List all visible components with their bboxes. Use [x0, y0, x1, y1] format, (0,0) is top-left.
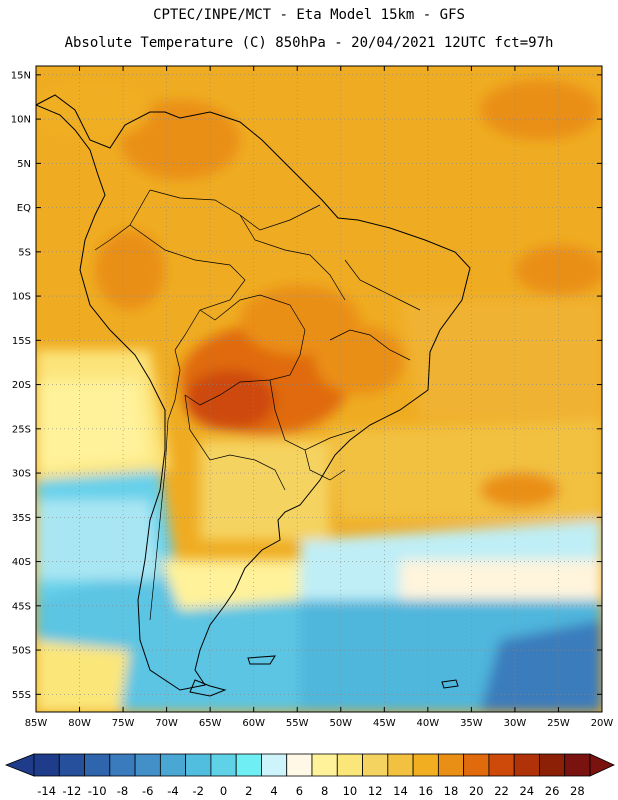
- lon-label: 60W: [242, 718, 265, 729]
- lon-label: 30W: [504, 718, 527, 729]
- colorbar-swatch: [261, 753, 288, 777]
- lat-label: 35S: [12, 513, 31, 524]
- lat-label: 15N: [11, 70, 31, 81]
- colorbar-swatch: [109, 753, 136, 777]
- lon-label: 75W: [112, 718, 135, 729]
- lon-label: 70W: [155, 718, 178, 729]
- colorbar-label: -4: [167, 784, 178, 798]
- colorbar-label: 20: [469, 784, 484, 798]
- lat-label: 10N: [11, 115, 31, 126]
- lat-label: 5N: [17, 159, 31, 170]
- colorbar-swatch: [33, 753, 60, 777]
- colorbar-swatch: [539, 753, 566, 777]
- lat-label: 45S: [12, 601, 31, 612]
- colorbar-swatch: [387, 753, 414, 777]
- colorbar-swatch: [564, 753, 591, 777]
- lon-label: 85W: [25, 718, 48, 729]
- map-frame: [35, 65, 603, 713]
- longitude-labels: 85W 80W 75W 70W 65W 60W 55W 50W 45W 40W 35W 30W 25W 2…: [25, 718, 614, 729]
- colorbar-label: 24: [519, 784, 534, 798]
- colorbar-label: 14: [393, 784, 408, 798]
- colorbar-label: -12: [63, 784, 82, 798]
- colorbar-label: 10: [343, 784, 358, 798]
- lon-label: 35W: [460, 718, 483, 729]
- colorbar-label: 28: [570, 784, 585, 798]
- colorbar-label: -10: [88, 784, 107, 798]
- colorbar-label: 22: [494, 784, 509, 798]
- colorbar-label: 0: [220, 784, 227, 798]
- lon-label: 40W: [417, 718, 440, 729]
- colorbar-swatch: [336, 753, 363, 777]
- colorbar-swatch: [311, 753, 338, 777]
- lat-label: 55S: [12, 690, 31, 701]
- colorbar-label: 16: [418, 784, 433, 798]
- temperature-field: [36, 66, 602, 712]
- lat-label: 40S: [12, 557, 31, 568]
- country-borders: [94, 189, 421, 621]
- colorbar-arrow-high: [589, 753, 615, 777]
- colorbar-swatch: [362, 753, 389, 777]
- colorbar-swatch: [463, 753, 490, 777]
- colorbar: -14 -12 -10 -8 -6 -4 -2 0 2 4 6 8 10 12 14 16 18 20 22 24 26…: [4, 753, 615, 798]
- colorbar-label: 12: [368, 784, 383, 798]
- colorbar-label: 18: [444, 784, 459, 798]
- colorbar-arrow-low: [4, 753, 35, 777]
- colorbar-swatch: [437, 753, 465, 777]
- lon-label: 45W: [373, 718, 396, 729]
- colorbar-label: 4: [270, 784, 277, 798]
- lon-label: 50W: [329, 718, 352, 729]
- colorbar-swatch: [58, 753, 85, 777]
- lat-label: 5S: [18, 247, 31, 258]
- colorbar-swatch: [159, 753, 187, 777]
- lat-label: 30S: [12, 469, 31, 480]
- lat-label: 20S: [12, 380, 31, 391]
- colorbar-swatch: [185, 753, 212, 777]
- lat-label: EQ: [17, 203, 31, 214]
- colorbar-swatch: [84, 753, 111, 777]
- coastlines: [36, 94, 471, 697]
- title-line-2: Absolute Temperature (C) 850hPa - 20/04/…: [64, 35, 554, 51]
- colorbar-label: 2: [245, 784, 252, 798]
- colorbar-label: -6: [142, 784, 153, 798]
- colorbar-swatch: [134, 753, 161, 777]
- colorbar-label: 26: [545, 784, 560, 798]
- latitude-labels: 15N 10N 5N EQ 5S 10S 15S 20S 25S 30S 35S 40S 45S 50S 5…: [11, 70, 31, 700]
- lon-label: 55W: [286, 718, 309, 729]
- lon-label: 80W: [68, 718, 91, 729]
- colorbar-swatch: [286, 753, 313, 777]
- colorbar-label: 8: [321, 784, 328, 798]
- lon-label: 25W: [547, 718, 570, 729]
- colorbar-swatch: [210, 753, 237, 777]
- colorbar-label: -8: [117, 784, 128, 798]
- lon-label: 65W: [199, 718, 222, 729]
- lon-label: 20W: [591, 718, 614, 729]
- colorbar-label: 6: [296, 784, 303, 798]
- axis-ticks: [35, 66, 603, 712]
- colorbar-swatch: [412, 753, 439, 777]
- lat-label: 50S: [12, 646, 31, 657]
- colorbar-swatch: [488, 753, 515, 777]
- colorbar-label: -14: [37, 784, 56, 798]
- colorbar-swatch: [235, 753, 262, 777]
- lat-label: 10S: [12, 292, 31, 303]
- title-line-1: CPTEC/INPE/MCT - Eta Model 15km - GFS: [153, 7, 465, 23]
- lat-label: 15S: [12, 336, 31, 347]
- colorbar-swatch: [513, 753, 540, 777]
- colorbar-label: -2: [193, 784, 204, 798]
- lat-label: 25S: [12, 424, 31, 435]
